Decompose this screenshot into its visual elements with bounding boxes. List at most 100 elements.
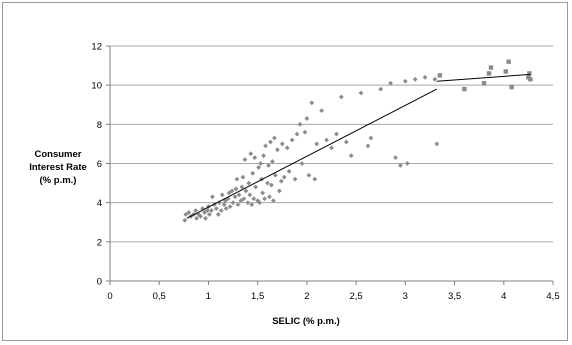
diamond-point [251, 196, 257, 202]
y-tick-label: 0 [97, 277, 102, 288]
diamond-point [203, 215, 208, 221]
diamond-point [227, 204, 233, 209]
diamond-point [229, 188, 235, 194]
x-tick-label: 0 [107, 291, 112, 302]
diamond-point [272, 172, 278, 178]
diamond-point [270, 159, 275, 164]
chart-area [2, 2, 568, 341]
diamond-point [365, 143, 371, 149]
y-tick-label: 4 [97, 198, 102, 209]
diamond-point [238, 198, 244, 204]
diamond-point [246, 180, 252, 186]
diamond-point [329, 145, 334, 151]
diamond-point [205, 208, 210, 213]
diamond-point [207, 212, 212, 217]
diamond-point [271, 198, 276, 204]
diamond-point [434, 141, 440, 147]
square-point [488, 65, 494, 70]
diamond-point [412, 76, 418, 82]
diamond-point [183, 212, 189, 217]
diamond-point [292, 176, 298, 182]
diamond-point [236, 192, 242, 198]
diamond-point [182, 217, 188, 223]
diamond-point [230, 200, 236, 206]
x-tick-label: 3,5 [448, 291, 461, 302]
diamond-point [253, 184, 259, 190]
axes [106, 45, 554, 285]
diamond-point [243, 188, 249, 194]
diamond-point [324, 137, 329, 143]
x-axis-label: SELIC (% p.m.) [272, 316, 340, 327]
diamond-point [242, 157, 248, 162]
data-points [182, 59, 533, 223]
diamond-point [398, 163, 403, 168]
diamond-point [223, 206, 229, 211]
diamond-point [343, 139, 349, 145]
x-tick-label: 1,5 [251, 291, 264, 302]
y-axis-label-line-3: (% p.m.) [39, 175, 77, 186]
diamond-point [404, 161, 410, 166]
diamond-point [258, 161, 264, 166]
diamond-point [241, 196, 247, 202]
diamond-point [209, 194, 215, 200]
diamond-point [226, 190, 232, 196]
diamond-point [257, 200, 263, 206]
diamond-point [312, 176, 318, 182]
diamond-point [235, 202, 241, 208]
x-tick-label: 1 [206, 291, 211, 302]
diamond-point [306, 172, 312, 178]
diamond-point [249, 202, 255, 208]
diamond-point [402, 78, 408, 84]
y-tick-label: 10 [91, 81, 102, 92]
diamond-point [198, 213, 203, 219]
square-point [462, 86, 467, 92]
y-tick-labels: 0 2 4 6 8 10 12 [91, 42, 102, 288]
y-axis-label-line-2: Interest Rate [29, 162, 87, 173]
diamond-point [281, 174, 287, 180]
diamond-point [250, 170, 256, 176]
diamond-point [422, 74, 428, 80]
diamond-point [272, 135, 277, 141]
diamond-point [262, 196, 267, 202]
diamond-point [261, 153, 266, 159]
square-point [486, 71, 492, 76]
x-tick-label: 2,5 [350, 291, 363, 302]
diamond-point [232, 194, 238, 200]
diamond-point [279, 141, 285, 147]
diamond-point [240, 174, 246, 180]
y-axis-label: Consumer Interest Rate (% p.m.) [22, 148, 94, 187]
diamond-point [208, 208, 214, 213]
diamond-point [260, 190, 265, 196]
diamond-point [309, 100, 315, 106]
x-tick-label: 4,5 [546, 291, 559, 302]
trendlines [186, 73, 531, 219]
diamond-point [193, 208, 199, 213]
x-tick-label: 4 [501, 291, 506, 302]
y-tick-label: 2 [97, 237, 102, 248]
diamond-point [284, 145, 290, 151]
diamond-point [348, 153, 354, 159]
diamond-point [267, 194, 272, 200]
diamond-point [215, 212, 221, 217]
diamond-point [234, 176, 240, 182]
diamond-point [186, 210, 192, 215]
diamond-point [302, 129, 308, 135]
diamond-point [268, 139, 273, 145]
diamond-point [289, 137, 295, 143]
diamond-point [304, 116, 310, 121]
diamond-point [319, 108, 325, 114]
diamond-point [248, 151, 254, 157]
square-point [437, 73, 442, 78]
diamond-point [276, 188, 282, 194]
diamond-point [245, 200, 251, 206]
diamond-point [233, 186, 239, 192]
diamond-point [286, 168, 292, 174]
square-point [509, 84, 514, 90]
square-point [527, 71, 532, 76]
x-tick-label: 3 [403, 291, 408, 302]
y-tick-label: 6 [97, 159, 102, 170]
x-tick-label: 2 [304, 291, 309, 302]
y-axis-label-line-1: Consumer [34, 149, 82, 160]
trendline-2 [436, 73, 531, 82]
x-tick-label: 0,5 [153, 291, 166, 302]
